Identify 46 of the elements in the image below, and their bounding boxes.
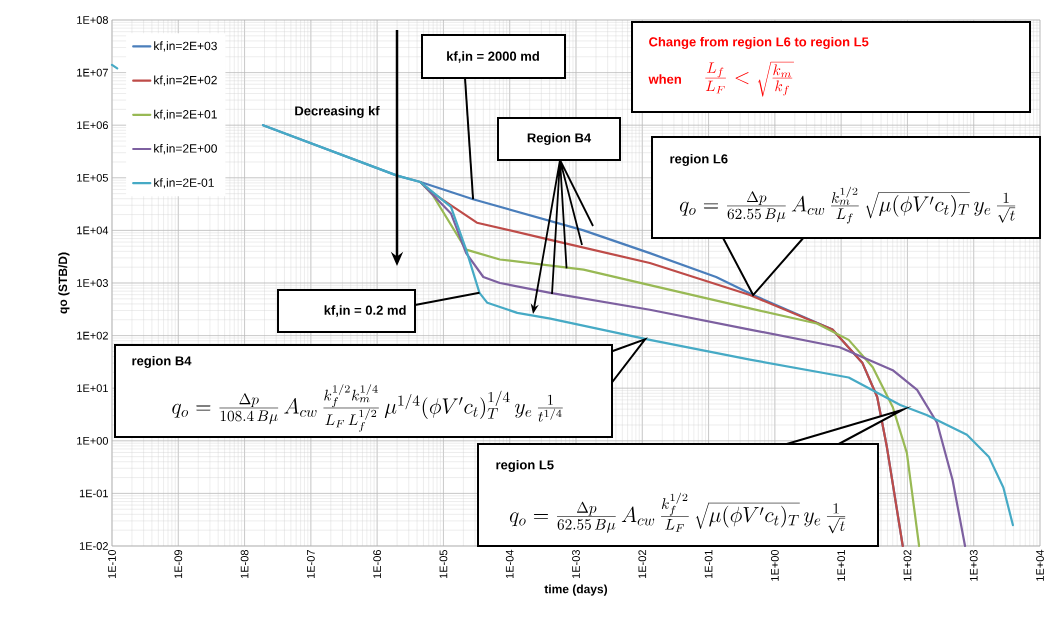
x-tick-label: 1E-07 [306,550,315,579]
y-tick-label: 1E+01 [77,384,108,393]
x-tick-label: 1E-02 [638,550,647,579]
x-tick-label: 1E-03 [572,550,580,579]
y-tick-label: 1E+00 [77,436,109,445]
legend-label: kf,in=2E-01 [154,178,214,189]
x-tick-label: 1E+03 [969,550,978,581]
x-tick-label: 1E+02 [903,550,912,581]
y-tick-label: 1E+02 [77,331,108,340]
legend-label: kf,in=2E+02 [154,75,217,86]
annotation: region L5 [496,459,554,473]
legend-label: kf,in=2E+03 [154,41,217,52]
y-tick-label: 1E+04 [77,226,109,235]
x-tick-label: 1E-10 [108,549,116,579]
y-tick-label: 1E+07 [77,68,108,77]
x-tick-label: 1E-04 [505,549,514,579]
x-tick-label: 1E-06 [373,550,382,579]
annotation: Region B4 [527,132,592,146]
annotation: kf,in = 0.2 md [324,305,406,317]
x-tick-label: 1E-09 [174,550,183,579]
x-tick-label: 1E+00 [770,549,779,581]
annotation: $q_o = \frac{\Delta p}{62.55\,B\mu}\,A_{cw}\,\frac{k_m^{1/2}}{L_f}\,\sqrt{\mu(\phi V' c_t)_T}\,y_e\,\frac{1}{\sqrt{t}}$ [679,186,1016,224]
annotation: region L6 [670,153,728,167]
x-tick-label: 1E-05 [439,550,448,579]
x-tick-label: 1E-08 [240,550,249,579]
x-tick-label: 1E+01 [837,550,846,581]
y-tick-label: 1E-02 [79,542,108,550]
annotation: kf,in = 2000 md [447,51,539,63]
legend-label: kf,in=2E+00 [154,143,217,155]
y-tick-label: 1E+06 [77,121,108,130]
legend-label: kf,in=2E+01 [154,109,217,120]
annotation: $\frac{L_f}{L_F} < \sqrt{\frac{k_m}{k_f}}$ [705,61,794,97]
annotation: Change from region L6 to region L5 [649,36,869,50]
annotation: $q_o = \frac{\Delta p}{62.55\,B\mu}\,A_{cw}\,\frac{k_f^{1/2}}{L_F}\,\sqrt{\mu(\phi V' c_t)_T}\,y_e\,\frac{1}{\sqrt{t}}$ [509,492,846,534]
annotation: region B4 [132,355,192,369]
y-axis-title: qo (STB/D) [58,252,70,314]
y-tick-label: 1E-01 [79,489,108,498]
annotation: $q_o = \frac{\Delta p}{108.4\,B\mu}\,A_{cw}\,\frac{k_f^{1/2}k_m^{1/4}}{L_F\,L_f^{1/2}}\,\mu^{1/4}(\phi V' c_t)_T^{1/4}\,y_e\,\frac{1}{t^{1/4}}$ [172,384,563,432]
annotation: Decreasing kf [295,105,380,119]
x-tick-label: 1E-01 [704,550,713,579]
y-tick-label: 1E+08 [77,16,108,24]
x-axis-title: time (days) [544,584,608,596]
y-tick-label: 1E+05 [77,173,108,182]
x-tick-label: 1E+04 [1036,549,1044,581]
y-tick-label: 1E+03 [77,279,108,287]
annotation: when [648,74,681,84]
